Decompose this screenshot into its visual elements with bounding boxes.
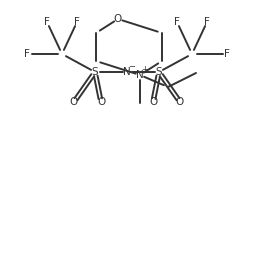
Text: −: −: [129, 62, 135, 72]
Text: S: S: [156, 67, 162, 77]
Text: F: F: [74, 17, 80, 27]
Text: O: O: [114, 14, 122, 24]
Text: F: F: [204, 17, 210, 27]
Text: O: O: [97, 97, 105, 107]
Text: F: F: [224, 49, 230, 59]
Text: O: O: [176, 97, 184, 107]
Text: N: N: [136, 70, 144, 80]
Text: O: O: [70, 97, 78, 107]
Text: F: F: [24, 49, 30, 59]
Text: N: N: [123, 67, 131, 77]
Text: F: F: [174, 17, 180, 27]
Text: S: S: [92, 67, 98, 77]
Text: O: O: [149, 97, 157, 107]
Text: +: +: [141, 66, 148, 75]
Text: F: F: [44, 17, 50, 27]
